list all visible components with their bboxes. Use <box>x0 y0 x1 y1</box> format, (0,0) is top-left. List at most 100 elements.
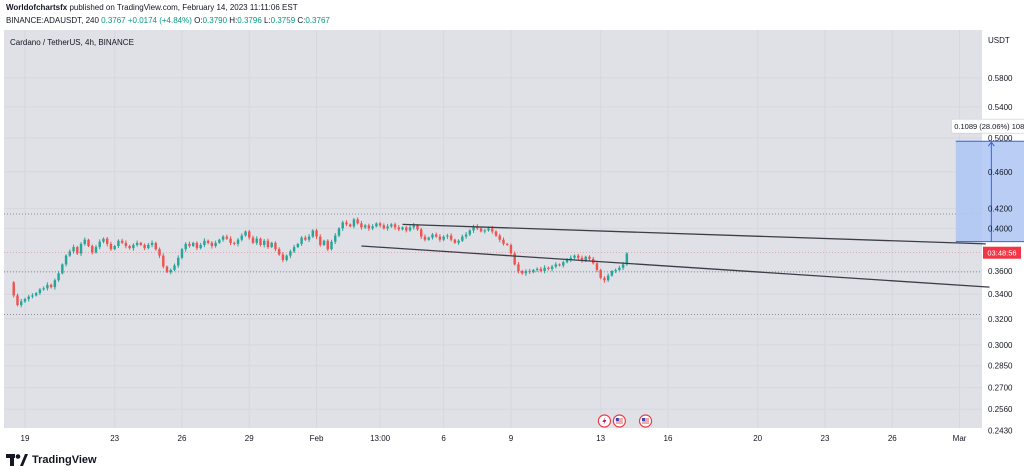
range-label-box <box>951 118 1024 134</box>
candle-body <box>31 295 34 297</box>
candle-body <box>289 251 292 256</box>
candle-body <box>42 288 45 290</box>
tradingview-wordmark: TradingView <box>32 454 97 466</box>
candle-body <box>304 237 307 240</box>
candle-body <box>603 277 606 281</box>
symbol-title: Cardano / TetherUS, 4h, BINANCE <box>10 38 134 47</box>
high-value: 0.3796 <box>237 16 262 25</box>
candle-body <box>218 239 221 243</box>
time-tick-label: 13:00 <box>370 434 391 443</box>
candle-body <box>491 228 494 232</box>
candle-body <box>270 242 273 248</box>
candle-body <box>322 240 326 245</box>
candle-body <box>348 224 352 227</box>
candle-body <box>203 240 206 245</box>
candle-body <box>117 240 120 246</box>
candle-body <box>550 266 554 269</box>
channel-upper-line <box>402 223 986 245</box>
candle-body <box>562 262 565 266</box>
candle-body <box>143 244 146 249</box>
candle-body <box>132 244 135 249</box>
price-tick-label: 0.4200 <box>988 205 1013 214</box>
candle-body <box>618 267 621 270</box>
candle-body <box>240 235 243 240</box>
current-price-box <box>983 246 1021 259</box>
candle-body <box>72 247 75 252</box>
candle-body <box>337 228 341 236</box>
candle-body <box>292 247 296 252</box>
candle-body <box>363 225 367 228</box>
candle-body <box>397 227 401 230</box>
candle-body <box>147 244 150 249</box>
candle-body <box>453 239 457 243</box>
candle-body <box>76 247 79 254</box>
candle-body <box>535 268 539 270</box>
time-tick-label: 9 <box>509 434 514 443</box>
candle-body <box>27 296 30 300</box>
candle-body <box>520 271 524 274</box>
candle-body <box>266 240 270 248</box>
candle-body <box>248 231 251 238</box>
publish-info: published on TradingView.com, February 1… <box>69 3 298 12</box>
candle-body <box>532 269 535 273</box>
flag-canton <box>642 418 646 421</box>
candle-body <box>16 295 19 306</box>
candle-body <box>307 236 311 240</box>
candle-body <box>274 242 277 250</box>
range-label-text: 0.1089 (28.06%) 1089 <box>954 122 1024 131</box>
candle-body <box>165 266 169 273</box>
trend-channel[interactable] <box>361 223 990 288</box>
candle-body <box>199 244 202 249</box>
candle-body <box>154 242 158 250</box>
candle-body <box>352 219 356 227</box>
candle-body <box>420 229 423 237</box>
price-tick-label: 0.2560 <box>988 405 1013 414</box>
time-tick-label: 13 <box>596 434 605 443</box>
price-change: +0.0174 (+4.84%) <box>127 16 192 25</box>
flag-canton <box>615 418 619 421</box>
candle-body <box>360 223 363 228</box>
candle-body <box>326 240 329 250</box>
bolt-glyph <box>602 417 607 425</box>
time-tick-label: Feb <box>310 434 324 443</box>
candle-body <box>139 242 143 245</box>
time-axis-labels: 19 23 26 29 Feb 13:00 6 9 13 16 20 23 26 Mar <box>21 434 967 443</box>
time-axis[interactable] <box>4 428 1024 446</box>
publish-line: Worldofchartsfx published on TradingView… <box>6 3 298 12</box>
candle-body <box>405 227 408 231</box>
candle-body <box>483 230 486 232</box>
candle-body <box>128 245 131 249</box>
range-arrow-head <box>987 141 995 147</box>
time-tick-label: Mar <box>953 434 967 443</box>
candle-body <box>375 223 378 227</box>
price-tick-label: 0.5400 <box>988 103 1013 112</box>
candles <box>12 217 629 308</box>
candle-body <box>184 243 187 250</box>
time-tick-label: 19 <box>21 434 30 443</box>
candle-body <box>251 237 255 243</box>
candle-body <box>188 243 191 246</box>
tradingview-logo[interactable]: TradingView <box>6 454 97 466</box>
candle-body <box>300 237 303 244</box>
author-name[interactable]: Worldofchartsfx <box>6 3 68 12</box>
candle-body <box>621 264 625 268</box>
candle-body <box>214 242 217 246</box>
axis-unit-label: USDT <box>988 36 1010 45</box>
event-markers[interactable] <box>597 414 653 428</box>
candle-body <box>296 243 300 248</box>
candle-body <box>173 265 176 270</box>
time-tick-label: 26 <box>178 434 187 443</box>
candle-body <box>68 251 72 256</box>
candle-body <box>528 271 531 273</box>
current-price-tag: 03:48:56 <box>4 246 1021 259</box>
grid <box>4 30 982 428</box>
candle-body <box>580 257 584 262</box>
range-box <box>955 141 1024 242</box>
candle-body <box>177 257 180 266</box>
candle-body <box>150 242 154 245</box>
ohlc-line: BINANCE:ADAUSDT, 240 0.3767 +0.0174 (+4.… <box>6 16 330 25</box>
candle-body <box>57 273 60 281</box>
price-range-tool[interactable]: 0.1089 (28.06%) 1089 <box>951 118 1024 243</box>
candle-body <box>382 225 386 229</box>
